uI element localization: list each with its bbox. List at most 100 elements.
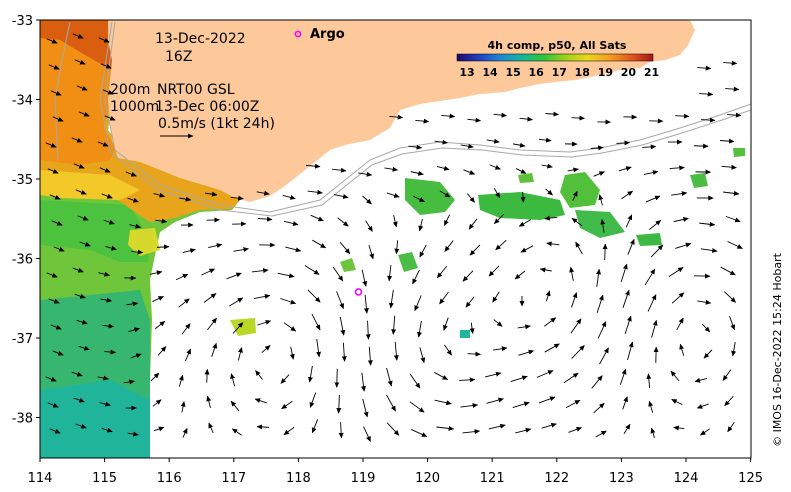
colorbar-tick-label: 20	[621, 66, 637, 79]
current-vector	[460, 143, 474, 149]
current-vector	[46, 38, 58, 44]
current-vector	[650, 427, 656, 438]
current-vector	[467, 117, 482, 123]
current-vector	[203, 293, 217, 303]
current-vector	[386, 394, 396, 412]
current-vector	[48, 298, 60, 304]
current-vector	[569, 266, 575, 281]
current-vector	[571, 115, 585, 121]
current-vector	[616, 140, 630, 146]
current-vector	[72, 267, 84, 273]
current-vector	[668, 267, 684, 277]
x-tick-label: 124	[674, 471, 699, 486]
current-vector	[439, 190, 451, 198]
current-vector	[256, 424, 270, 430]
product-time-label: 13-Dec 06:00Z	[155, 99, 259, 115]
current-vector	[332, 167, 347, 173]
isobaths	[54, 21, 751, 217]
x-tick-label: 116	[157, 471, 182, 486]
current-vector	[127, 431, 139, 437]
colorbar-ticks: 13 14 15 16 17 18 19 20 21	[459, 66, 659, 79]
current-vector	[700, 428, 710, 436]
current-vector	[520, 191, 526, 203]
current-vector	[563, 372, 579, 384]
current-vector	[723, 60, 738, 66]
current-vector	[408, 144, 423, 150]
current-vector	[363, 426, 371, 442]
current-vector	[571, 292, 578, 308]
isobath-1000-label: 1000m	[110, 99, 159, 115]
current-vector	[443, 214, 451, 226]
current-vector	[595, 430, 607, 438]
hour-label: 16Z	[165, 49, 192, 65]
current-vector	[485, 371, 502, 378]
current-vector	[600, 218, 606, 233]
current-vector	[255, 370, 263, 380]
current-vector	[596, 268, 602, 287]
current-vector	[393, 341, 399, 361]
current-vector	[488, 265, 500, 277]
current-vector	[727, 421, 735, 433]
current-vector	[387, 265, 393, 282]
current-vector	[150, 372, 160, 382]
current-vector	[157, 244, 170, 250]
current-vector	[336, 291, 344, 310]
current-vector	[104, 349, 117, 355]
current-vector	[104, 115, 116, 121]
current-vector	[650, 244, 664, 258]
current-vector	[598, 194, 604, 206]
current-vector	[627, 238, 635, 255]
current-vector	[651, 319, 658, 338]
current-vector	[414, 295, 422, 312]
current-vector	[51, 220, 63, 226]
current-vector	[679, 343, 685, 356]
current-vector	[231, 428, 242, 436]
current-vector	[98, 271, 110, 277]
y-tick-label: -35	[12, 173, 33, 188]
x-tick-label: 120	[415, 471, 440, 486]
current-vector	[467, 193, 475, 203]
current-vector	[673, 425, 685, 431]
current-vector	[105, 245, 117, 251]
current-vector	[538, 396, 556, 404]
current-vector	[486, 138, 500, 144]
current-vector	[312, 239, 327, 249]
current-vector	[463, 169, 476, 175]
current-vector	[417, 320, 422, 338]
current-vector	[648, 220, 662, 230]
current-vector	[622, 396, 628, 410]
current-vector	[671, 292, 685, 304]
current-vector	[309, 392, 317, 408]
current-vector	[699, 91, 714, 97]
current-vector	[332, 266, 344, 282]
current-vector	[131, 249, 144, 255]
current-vector	[722, 190, 740, 196]
current-vector	[305, 163, 321, 169]
current-vector	[100, 297, 113, 303]
current-vector	[642, 144, 657, 150]
current-vector	[444, 240, 454, 252]
current-vector	[101, 193, 113, 199]
current-vector	[701, 117, 716, 123]
current-vector	[725, 215, 741, 223]
current-vector	[98, 37, 110, 43]
current-vector	[493, 346, 508, 352]
current-vector	[101, 427, 113, 433]
plot-frame	[39, 19, 752, 459]
current-vector	[415, 118, 430, 124]
current-vector	[204, 191, 218, 197]
current-vector	[693, 143, 709, 149]
current-vector	[78, 345, 90, 351]
current-vector	[74, 59, 86, 65]
current-vector	[469, 322, 475, 334]
current-vector	[230, 195, 244, 201]
current-vector	[257, 320, 272, 326]
colorbar-tick-label: 14	[482, 66, 498, 79]
current-vector	[125, 171, 137, 177]
current-vector	[386, 192, 400, 198]
current-vector	[492, 291, 500, 303]
current-vector	[307, 189, 323, 195]
current-vector	[602, 243, 608, 260]
current-vector	[78, 111, 90, 117]
current-vector	[388, 289, 394, 309]
